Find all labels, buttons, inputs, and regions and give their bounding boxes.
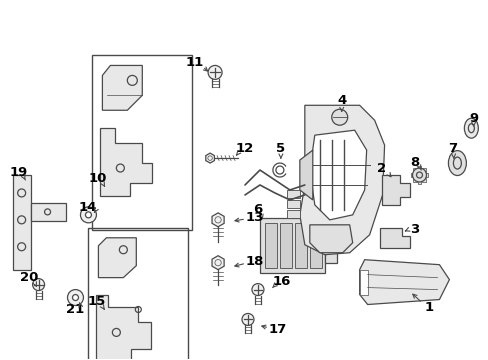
Text: 6: 6 [253, 203, 262, 216]
Text: 12: 12 [235, 141, 254, 155]
Circle shape [251, 284, 264, 296]
Bar [13, 175, 31, 270]
Bar [309, 223, 321, 268]
Bar [294, 223, 306, 268]
Text: 3: 3 [409, 223, 418, 236]
Bar [417, 166, 421, 170]
Text: 21: 21 [66, 303, 84, 316]
Bar [417, 180, 421, 184]
Polygon shape [212, 256, 224, 270]
Bar [260, 218, 324, 273]
Polygon shape [102, 66, 142, 110]
Bar [410, 173, 414, 177]
Bar [92, 55, 192, 230]
Text: 20: 20 [20, 271, 39, 284]
Text: 5: 5 [276, 141, 285, 155]
Polygon shape [309, 225, 352, 253]
Polygon shape [381, 175, 408, 205]
Bar [286, 210, 299, 218]
Ellipse shape [447, 150, 466, 176]
Text: 2: 2 [376, 162, 386, 175]
Text: 14: 14 [78, 201, 97, 215]
Polygon shape [379, 228, 408, 248]
Bar [88, 228, 188, 360]
Bar [286, 190, 299, 198]
Bar [264, 223, 276, 268]
Bar [359, 270, 367, 294]
Text: 11: 11 [185, 56, 204, 69]
Circle shape [81, 207, 96, 223]
Bar [412, 178, 416, 182]
Bar [412, 168, 416, 172]
Text: 15: 15 [87, 295, 105, 308]
Text: 13: 13 [245, 211, 264, 224]
Bar [422, 178, 426, 182]
Text: 7: 7 [447, 141, 456, 155]
Circle shape [85, 212, 91, 218]
Circle shape [412, 168, 426, 182]
Polygon shape [309, 130, 366, 220]
Bar [31, 203, 65, 221]
Circle shape [33, 279, 44, 291]
Bar [422, 168, 426, 172]
Polygon shape [299, 150, 312, 200]
Bar [324, 228, 336, 263]
Bar [279, 223, 291, 268]
Bar [424, 173, 427, 177]
Bar [286, 200, 299, 208]
Circle shape [208, 66, 222, 80]
Ellipse shape [464, 118, 477, 138]
Polygon shape [299, 105, 384, 255]
Text: 1: 1 [424, 301, 433, 314]
Polygon shape [205, 153, 214, 163]
Polygon shape [212, 213, 224, 227]
Polygon shape [98, 238, 136, 278]
Polygon shape [100, 128, 152, 196]
Text: 4: 4 [336, 94, 346, 107]
Text: 19: 19 [9, 166, 28, 179]
Text: 17: 17 [268, 323, 286, 336]
Circle shape [67, 289, 83, 306]
Circle shape [72, 294, 78, 301]
Text: 8: 8 [409, 156, 418, 168]
Text: 10: 10 [88, 171, 106, 185]
Text: 9: 9 [469, 112, 478, 125]
Circle shape [242, 314, 253, 325]
Polygon shape [359, 260, 448, 305]
Text: 18: 18 [245, 255, 264, 268]
Polygon shape [96, 294, 151, 360]
Circle shape [331, 109, 347, 125]
Text: 16: 16 [272, 275, 290, 288]
